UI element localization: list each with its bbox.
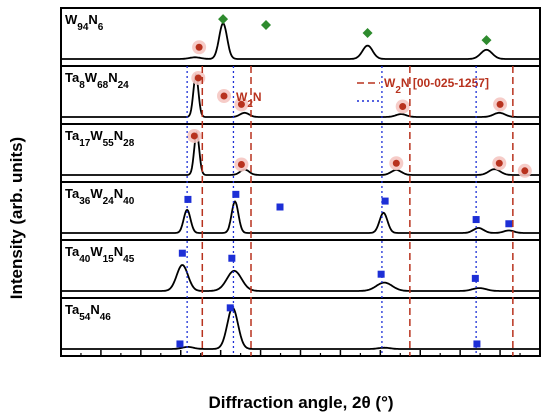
- composition-label: Ta17W55N28: [65, 128, 135, 149]
- panel-2: Ta17W55N28: [60, 123, 541, 183]
- tan-peak-marker: [228, 254, 236, 262]
- diffraction-curve: [61, 130, 540, 176]
- w2n-peak-marker: [392, 159, 400, 167]
- tan-peak-marker: [471, 274, 479, 282]
- panel-0: W94N6: [60, 7, 541, 67]
- label-part: N: [108, 70, 117, 85]
- panel-frame: [60, 123, 541, 183]
- composition-label: Ta8W68N24: [65, 70, 129, 91]
- tan-peak-marker: [176, 340, 184, 348]
- label-part: N: [114, 128, 123, 143]
- composition-label: Ta54N46: [65, 302, 111, 323]
- panel-3: Ta36W24N40: [60, 181, 541, 241]
- label-part: Ta: [65, 302, 80, 317]
- w2n-peak-marker: [237, 100, 245, 108]
- panel-4: Ta40W15N45: [60, 239, 541, 299]
- label-subscript: 6: [98, 22, 104, 33]
- w-peak-marker: [218, 14, 229, 25]
- label-subscript: 46: [100, 312, 112, 323]
- label-subscript: 15: [103, 254, 115, 265]
- label-part: N: [88, 12, 97, 27]
- tan-peak-marker: [184, 195, 192, 203]
- tan-peak-marker: [381, 197, 389, 205]
- composition-label: Ta36W24N40: [65, 186, 135, 207]
- label-subscript: 40: [123, 196, 135, 207]
- label-part: W: [90, 244, 103, 259]
- label-subscript: 55: [103, 138, 115, 149]
- label-subscript: 24: [118, 80, 130, 91]
- w2n-peak-marker: [237, 161, 245, 168]
- x-axis-title: Diffraction angle, 2θ (°): [208, 393, 393, 412]
- panel-5: Ta54N46: [60, 297, 541, 357]
- label-part: Ta: [65, 70, 80, 85]
- panel-1: Ta8W68N24: [60, 65, 541, 125]
- w-legend-marker: [261, 20, 271, 30]
- label-part: W: [384, 76, 396, 90]
- composition-label: Ta40W15N45: [65, 244, 135, 265]
- w-peak-marker: [362, 27, 373, 38]
- diffraction-curve: [61, 72, 540, 118]
- w2n-peak-marker: [496, 100, 504, 108]
- diffraction-curve: [61, 306, 540, 350]
- w-peak-marker: [481, 35, 492, 46]
- w2n-peak-marker: [399, 103, 407, 110]
- x-axis: [60, 350, 541, 356]
- label-subscript: 68: [97, 80, 109, 91]
- w2n-ref-legend-label: W2N [00-025-1257]: [384, 76, 489, 96]
- label-subscript: 8: [79, 80, 85, 91]
- w2n-peak-marker: [190, 132, 198, 140]
- label-subscript: 94: [77, 22, 89, 33]
- label-subscript: 40: [79, 254, 91, 265]
- panel-frame: [60, 7, 541, 67]
- composition-label: W94N6: [65, 12, 104, 33]
- w2n-legend-marker: [220, 92, 228, 100]
- label-part: N: [253, 90, 262, 104]
- tan-peak-marker: [472, 216, 480, 224]
- y-axis-title: Intensity (arb. units): [7, 137, 26, 299]
- diffraction-curve: [61, 264, 540, 292]
- label-subscript: 24: [103, 196, 115, 207]
- tan-peak-marker: [377, 270, 385, 278]
- label-part: N: [114, 244, 123, 259]
- tan-peak-marker: [226, 304, 234, 312]
- label-subscript: 2: [395, 85, 401, 96]
- diffraction-curve: [61, 200, 540, 234]
- diffraction-curve: [61, 22, 540, 60]
- w2n-peak-marker: [495, 159, 503, 167]
- label-part: Ta: [65, 244, 80, 259]
- panel-frame: [60, 65, 541, 125]
- w2n-peak-marker: [195, 43, 203, 51]
- label-part: W: [90, 128, 103, 143]
- tan-peak-marker: [473, 340, 481, 348]
- label-subscript: 54: [79, 312, 91, 323]
- label-part: Ta: [65, 128, 80, 143]
- label-subscript: 45: [123, 254, 135, 265]
- panel-frame: [60, 297, 541, 357]
- label-part: W: [85, 70, 98, 85]
- tan-peak-marker: [178, 249, 186, 257]
- reference-lines-layer: [186, 66, 514, 356]
- label-part: N: [90, 302, 99, 317]
- panels-layer: W94N6Ta8W68N24Ta17W55N28Ta36W24N40Ta40W1…: [60, 7, 541, 357]
- label-part: W: [236, 90, 248, 104]
- label-subscript: 36: [79, 196, 91, 207]
- label-part: W: [90, 186, 103, 201]
- tan-peak-marker: [232, 190, 240, 198]
- label-subscript: 28: [123, 138, 135, 149]
- label-part: N: [114, 186, 123, 201]
- w2n-peak-marker: [194, 74, 202, 82]
- panel-frame: [60, 181, 541, 241]
- label-part: N [00-025-1257]: [401, 76, 489, 90]
- label-part: Ta: [65, 186, 80, 201]
- label-part: W: [65, 12, 78, 27]
- w2n-peak-marker: [521, 167, 529, 175]
- label-subscript: 17: [79, 138, 91, 149]
- tan-legend-marker: [276, 203, 284, 211]
- tan-peak-marker: [505, 220, 513, 228]
